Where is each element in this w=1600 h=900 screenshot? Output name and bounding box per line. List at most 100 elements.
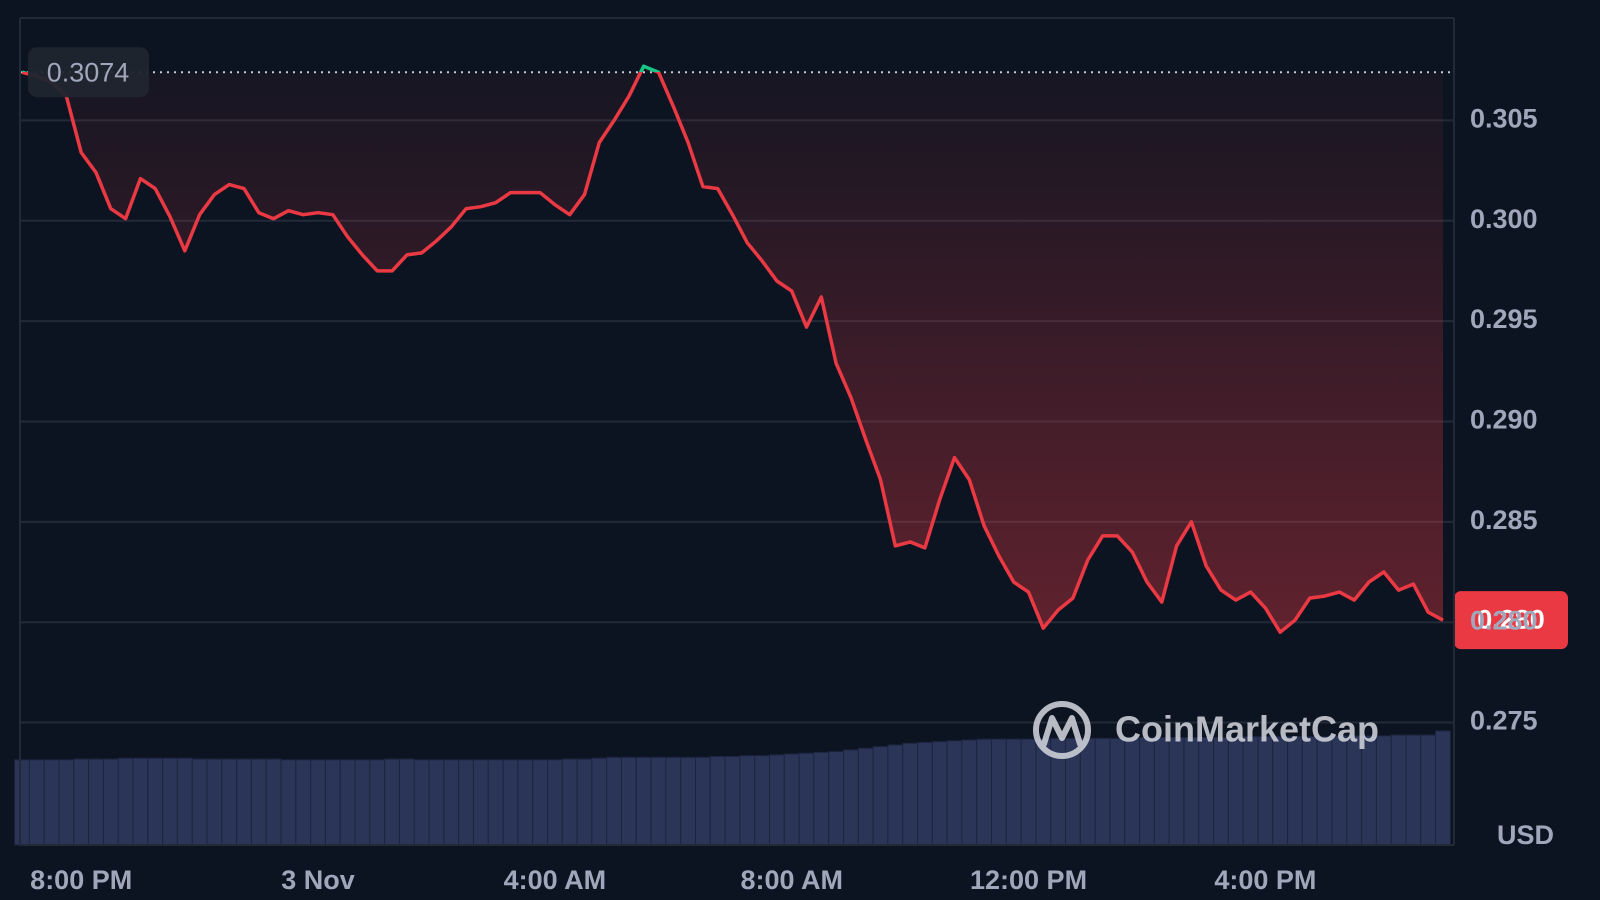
volume-bar: [946, 740, 963, 846]
x-tick-label: 3 Nov: [281, 865, 355, 895]
volume-bar: [236, 758, 252, 846]
volume-bar: [694, 756, 711, 846]
volume-bar: [917, 741, 933, 846]
volume-bar: [354, 759, 371, 846]
y-tick-label: 0.285: [1470, 505, 1538, 535]
volume-bar: [620, 756, 637, 846]
volume-bar: [1272, 736, 1289, 846]
volume-bar: [769, 754, 785, 846]
volume-bar: [1079, 737, 1096, 846]
x-tick-label: 4:00 PM: [1214, 865, 1316, 895]
volume-bar: [1287, 736, 1303, 846]
volume-bar: [458, 759, 474, 846]
volume-bar: [1257, 736, 1274, 846]
volume-bar: [280, 759, 297, 846]
volume-bar: [413, 759, 430, 846]
y-tick-label: 0.290: [1470, 405, 1538, 435]
logo-ring: [1033, 701, 1091, 759]
volume-bar: [931, 741, 948, 846]
volume-bar: [1227, 736, 1244, 846]
volume-bar: [102, 758, 119, 846]
y-tick-label: 0.275: [1470, 706, 1538, 736]
volume-bar: [1168, 736, 1185, 846]
volume-bar: [1420, 734, 1437, 846]
volume-bar: [1375, 735, 1392, 846]
volume-bar: [176, 757, 193, 846]
volume-bar: [532, 759, 548, 846]
volume-bar: [1183, 736, 1200, 846]
volume-bar: [73, 758, 90, 846]
volume-bar: [591, 757, 608, 846]
watermark: CoinMarketCap: [1033, 701, 1379, 759]
volume-bar: [28, 759, 45, 846]
reference-badge: [28, 47, 149, 98]
last-price-label: 0.280: [1477, 604, 1545, 634]
y-tick-label: 0.280: [1470, 605, 1538, 635]
volume-bar: [561, 758, 578, 846]
volume-bar: [665, 756, 682, 846]
x-tick-label: 12:00 PM: [970, 865, 1087, 895]
volume-bar: [428, 759, 445, 846]
volume-bar: [813, 751, 830, 846]
volume-bar: [384, 758, 400, 846]
volume-bar: [798, 752, 815, 846]
price-line: [21, 64, 1444, 634]
volume-bar: [991, 738, 1007, 846]
volume-bar: [1316, 736, 1333, 846]
volume-bar: [265, 758, 282, 846]
volume-bar: [369, 759, 386, 846]
volume-bar: [546, 759, 563, 846]
volume-bar: [162, 757, 178, 846]
volume-bar: [843, 749, 859, 846]
volume-bar: [472, 759, 489, 846]
x-tick-label: 8:00 AM: [740, 865, 843, 895]
volume-bar: [1005, 738, 1022, 846]
volume-bar: [1094, 737, 1111, 846]
volume-bar: [221, 758, 238, 846]
volume-bar: [754, 755, 771, 846]
volume-bar: [58, 759, 75, 846]
volume-bar: [1331, 735, 1348, 846]
volume-bar: [14, 759, 30, 846]
volume-bar: [1390, 734, 1407, 846]
volume-bar: [398, 758, 415, 846]
volume-bar: [976, 738, 993, 846]
x-tick-label: 4:00 AM: [504, 865, 607, 895]
volume-bar: [1153, 736, 1170, 846]
volume-bar: [724, 756, 741, 846]
volume-bar: [310, 759, 326, 846]
logo-mark: [1041, 715, 1083, 747]
volume-bar: [295, 759, 312, 846]
volume-bar: [1435, 730, 1451, 846]
currency-label: USD: [1497, 820, 1554, 850]
volume-bar: [1242, 736, 1259, 846]
volume-bar: [961, 739, 978, 846]
volume-bar: [635, 756, 652, 846]
last-price-badge: [1454, 591, 1568, 650]
volume-bar: [1346, 735, 1363, 846]
volume-bar: [487, 759, 504, 846]
volume-bar: [517, 759, 534, 846]
volume-bar: [1109, 737, 1126, 846]
volume-bar: [872, 746, 889, 846]
volume-bar: [1213, 736, 1229, 846]
volume-bar: [132, 757, 149, 846]
volume-bar: [339, 759, 356, 846]
volume-bar: [857, 747, 874, 846]
volume-bar: [1020, 738, 1037, 846]
volume-bar: [502, 759, 519, 846]
volume-bar: [324, 759, 341, 846]
volume-bar: [1139, 736, 1155, 846]
price-area: [22, 66, 1443, 633]
volume-bar: [902, 742, 919, 846]
volume-bar: [117, 757, 134, 846]
watermark-text: CoinMarketCap: [1115, 709, 1379, 750]
volume-bar: [887, 744, 904, 846]
volume-bar: [191, 758, 208, 846]
volume-bar: [828, 751, 845, 846]
frame: 0.280: [19, 17, 1568, 846]
volume-bar: [680, 756, 696, 846]
y-tick-label: 0.295: [1470, 304, 1538, 334]
